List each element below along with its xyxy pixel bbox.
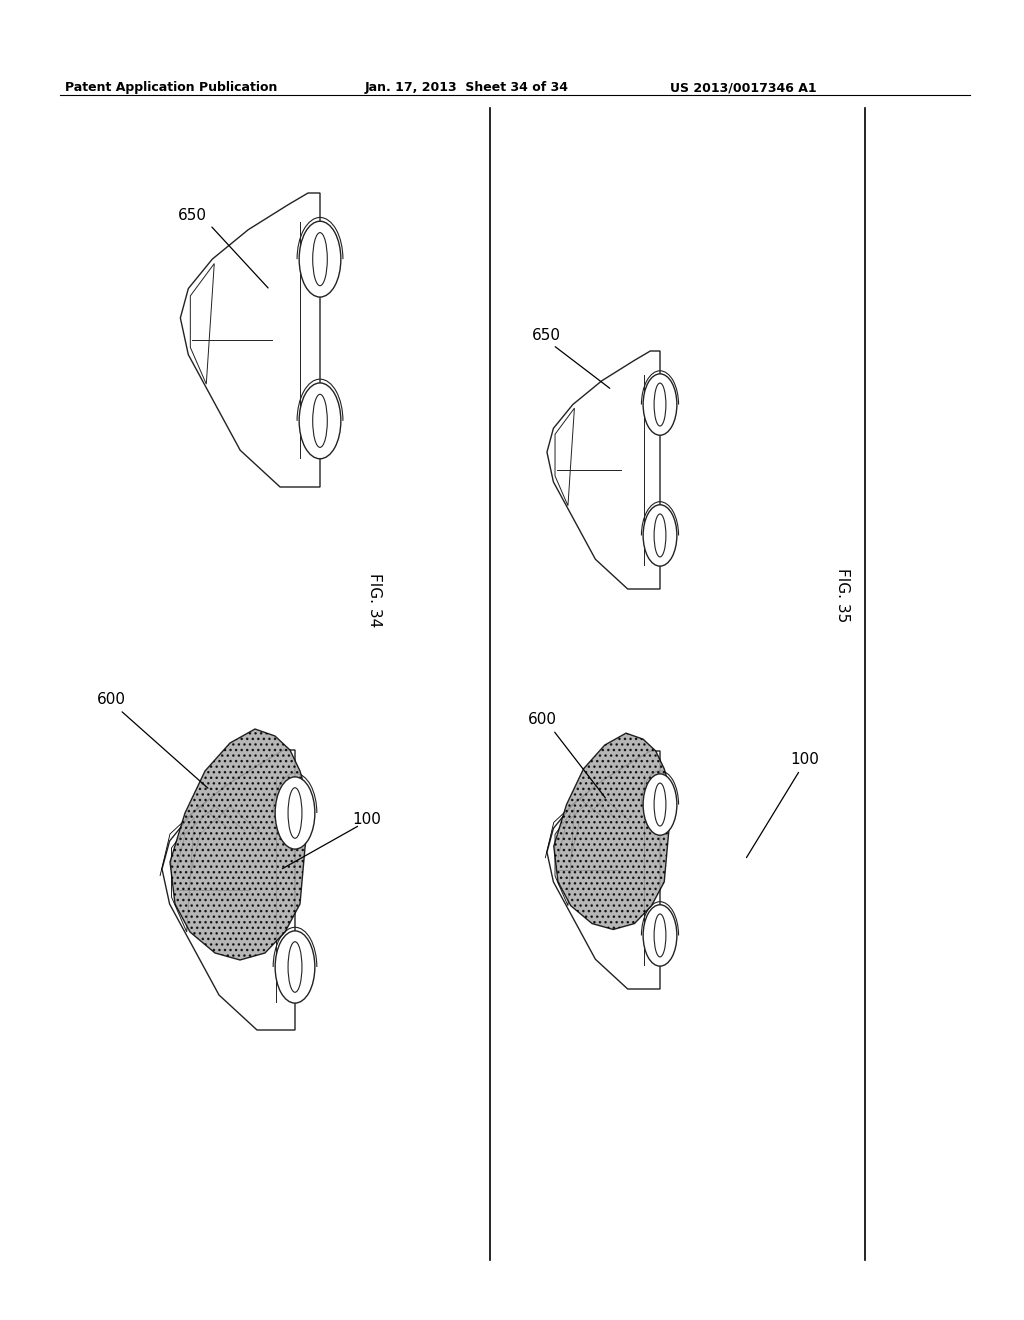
Ellipse shape [299,222,341,297]
Ellipse shape [643,904,677,966]
Text: 100: 100 [790,752,819,767]
Ellipse shape [299,383,341,459]
Text: 650: 650 [532,327,561,342]
Polygon shape [170,729,310,960]
Ellipse shape [643,374,677,436]
Text: US 2013/0017346 A1: US 2013/0017346 A1 [670,82,816,95]
Text: 650: 650 [178,207,207,223]
Text: FIG. 34: FIG. 34 [368,573,383,627]
Ellipse shape [275,931,314,1003]
Ellipse shape [643,774,677,836]
Ellipse shape [643,504,677,566]
Polygon shape [554,733,673,929]
Ellipse shape [275,777,314,849]
Text: FIG. 35: FIG. 35 [836,568,851,622]
Text: Patent Application Publication: Patent Application Publication [65,82,278,95]
Text: 600: 600 [97,693,126,708]
Text: 100: 100 [352,813,381,828]
Text: 600: 600 [528,713,557,727]
Text: Jan. 17, 2013  Sheet 34 of 34: Jan. 17, 2013 Sheet 34 of 34 [365,82,569,95]
